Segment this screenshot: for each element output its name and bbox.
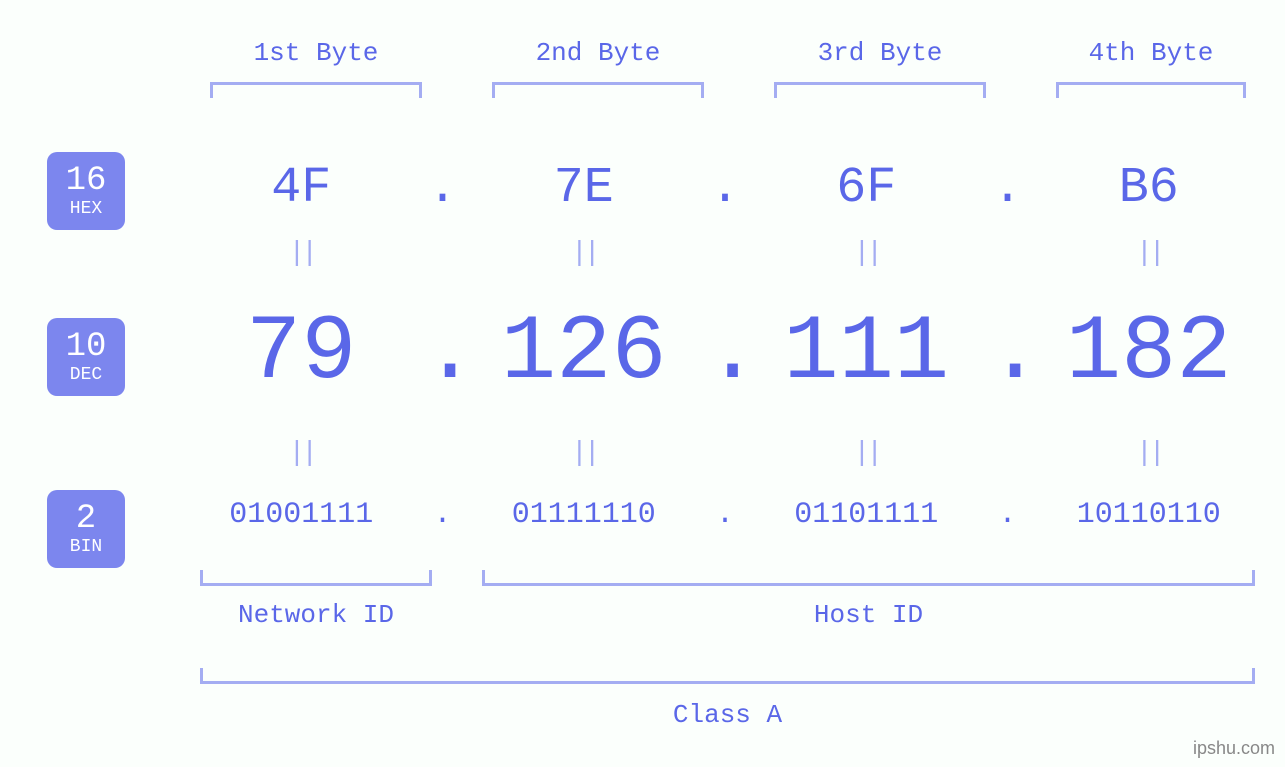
watermark: ipshu.com: [1193, 738, 1275, 759]
badge-bin-num: 2: [76, 502, 96, 536]
bin-2: 01101111: [745, 498, 988, 532]
dec-2: 111: [745, 300, 988, 405]
dot-hex-0: .: [423, 160, 463, 217]
badge-dec: 10 DEC: [47, 318, 125, 396]
eq1-2: ||: [745, 238, 988, 269]
dot-hex-1: .: [705, 160, 745, 217]
dot-bin-1: .: [705, 498, 745, 532]
eq-row-2: || || || ||: [180, 438, 1270, 469]
eq2-1: ||: [463, 438, 706, 469]
byte-label-2: 2nd Byte: [487, 38, 709, 68]
dot-hex-2: .: [988, 160, 1028, 217]
badge-hex: 16 HEX: [47, 152, 125, 230]
dot-dec-1: .: [705, 300, 745, 405]
dec-1: 126: [463, 300, 706, 405]
dec-0: 79: [180, 300, 423, 405]
eq2-3: ||: [1028, 438, 1271, 469]
badge-hex-label: HEX: [70, 200, 102, 218]
eq-row-1: || || || ||: [180, 238, 1270, 269]
host-id-label: Host ID: [482, 600, 1255, 630]
eq2-2: ||: [745, 438, 988, 469]
hex-3: B6: [1028, 160, 1271, 217]
hex-1: 7E: [463, 160, 706, 217]
eq1-0: ||: [180, 238, 423, 269]
host-bracket: [482, 570, 1255, 586]
dot-dec-0: .: [423, 300, 463, 405]
network-bracket: [200, 570, 432, 586]
hex-2: 6F: [745, 160, 988, 217]
top-bracket-3: [774, 82, 986, 98]
bin-3: 10110110: [1028, 498, 1271, 532]
top-bracket-1: [210, 82, 422, 98]
byte-label-3: 3rd Byte: [769, 38, 991, 68]
row-dec: 79 . 126 . 111 . 182: [180, 300, 1270, 405]
bin-1: 01111110: [463, 498, 706, 532]
badge-hex-num: 16: [66, 164, 107, 198]
eq1-3: ||: [1028, 238, 1271, 269]
top-bracket-2: [492, 82, 704, 98]
class-label: Class A: [200, 700, 1255, 730]
eq1-1: ||: [463, 238, 706, 269]
row-bin: 01001111 . 01111110 . 01101111 . 1011011…: [180, 498, 1270, 532]
badge-dec-num: 10: [66, 330, 107, 364]
hex-0: 4F: [180, 160, 423, 217]
badge-bin-label: BIN: [70, 538, 102, 556]
class-bracket: [200, 668, 1255, 684]
bin-0: 01001111: [180, 498, 423, 532]
network-id-label: Network ID: [200, 600, 432, 630]
badge-bin: 2 BIN: [47, 490, 125, 568]
byte-label-4: 4th Byte: [1051, 38, 1251, 68]
row-hex: 4F . 7E . 6F . B6: [180, 160, 1270, 217]
badge-dec-label: DEC: [70, 366, 102, 384]
dot-bin-2: .: [988, 498, 1028, 532]
dec-3: 182: [1028, 300, 1271, 405]
dot-bin-0: .: [423, 498, 463, 532]
dot-dec-2: .: [988, 300, 1028, 405]
top-bracket-4: [1056, 82, 1246, 98]
eq2-0: ||: [180, 438, 423, 469]
byte-label-1: 1st Byte: [205, 38, 427, 68]
